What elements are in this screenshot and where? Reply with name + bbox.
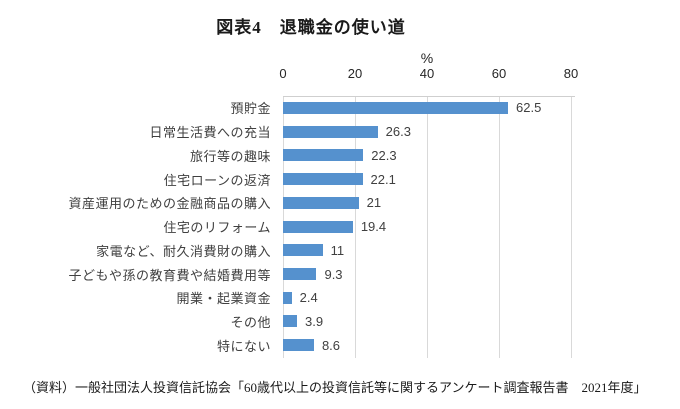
- x-axis-tick-40: 40: [419, 66, 435, 81]
- bar-row: 旅行等の趣味 22.3: [0, 143, 680, 167]
- bar-row: 住宅のリフォーム 19.4: [0, 215, 680, 239]
- category-label: 預貯金: [230, 101, 271, 117]
- bar-row: 住宅ローンの返済 22.1: [0, 167, 680, 191]
- category-label: 住宅のリフォーム: [163, 220, 271, 236]
- bar-row: 開業・起業資金 2.4: [0, 286, 680, 310]
- value-label: 9.3: [324, 266, 343, 282]
- x-axis-tick-0: 0: [279, 66, 287, 81]
- bar: [283, 149, 364, 162]
- bar: [283, 101, 508, 114]
- bar-track: 21: [283, 191, 680, 215]
- bar-row: 特にない 8.6: [0, 333, 680, 357]
- value-label: 8.6: [321, 337, 341, 353]
- bar-row: 資産運用のための金融商品の購入 21: [0, 191, 680, 215]
- bar-track: 22.1: [283, 167, 680, 191]
- chart-title: 図表4 退職金の使い道: [216, 18, 406, 37]
- value-label: 26.3: [385, 124, 411, 140]
- bar: [283, 315, 298, 328]
- x-axis-tick-20: 20: [347, 66, 363, 81]
- bar-row: 子どもや孫の教育費や結婚費用等 9.3: [0, 262, 680, 286]
- bar-track: 19.4: [283, 215, 680, 239]
- category-label: 家電など、耐久消費財の購入: [96, 243, 271, 259]
- gridline-80: [571, 97, 572, 358]
- category-label: 旅行等の趣味: [189, 148, 271, 164]
- gridline-20: [355, 97, 356, 358]
- bar: [283, 268, 317, 280]
- axis-unit-label: %: [420, 50, 434, 66]
- x-axis-tick-60: 60: [491, 66, 507, 81]
- bar-row: 家電など、耐久消費財の購入 11: [0, 238, 680, 262]
- value-label: 21: [366, 195, 382, 211]
- gridline-40: [427, 97, 428, 358]
- value-label: 2.4: [299, 290, 318, 306]
- value-label: 62.5: [516, 100, 542, 116]
- bar: [283, 291, 292, 304]
- x-axis-tick-80: 80: [563, 66, 579, 81]
- source-note: （資料）一般社団法人投資信託協会「60歳代以上の投資信託等に関するアンケート調査…: [23, 380, 647, 395]
- gridline-60: [499, 97, 500, 358]
- value-label: 22.3: [371, 147, 397, 163]
- bar-rows: 預貯金 62.5 日常生活費への充当 26.3 旅行等の趣味 22.3 住宅ロー…: [0, 96, 680, 357]
- bar: [283, 220, 353, 233]
- bar: [283, 196, 359, 209]
- bar-track: 8.6: [283, 333, 680, 357]
- bar: [283, 339, 314, 352]
- category-label: 資産運用のための金融商品の購入: [68, 196, 271, 212]
- category-label: その他: [230, 314, 271, 330]
- bar-track: 22.3: [283, 143, 680, 167]
- bar-row: 預貯金 62.5: [0, 96, 680, 120]
- value-label: 3.9: [305, 313, 324, 329]
- category-label: 日常生活費への充当: [149, 125, 271, 141]
- bar-track: 62.5: [283, 96, 680, 120]
- bar-track: 3.9: [283, 310, 680, 334]
- category-label: 開業・起業資金: [176, 291, 271, 307]
- bar-track: 9.3: [283, 262, 680, 286]
- category-label: 特にない: [216, 338, 271, 354]
- value-label: 19.4: [360, 219, 387, 235]
- value-label: 22.1: [370, 171, 396, 187]
- bar: [283, 244, 323, 257]
- bar-row: 日常生活費への充当 26.3: [0, 120, 680, 144]
- bar-track: 26.3: [283, 120, 680, 144]
- bar-row: その他 3.9: [0, 310, 680, 334]
- category-label: 子どもや孫の教育費や結婚費用等: [68, 267, 271, 283]
- bar: [283, 173, 363, 186]
- bar-track: 2.4: [283, 286, 680, 310]
- bar: [283, 125, 378, 138]
- value-label: 11: [330, 242, 345, 258]
- category-label: 住宅ローンの返済: [163, 172, 271, 188]
- bar-track: 11: [283, 238, 680, 262]
